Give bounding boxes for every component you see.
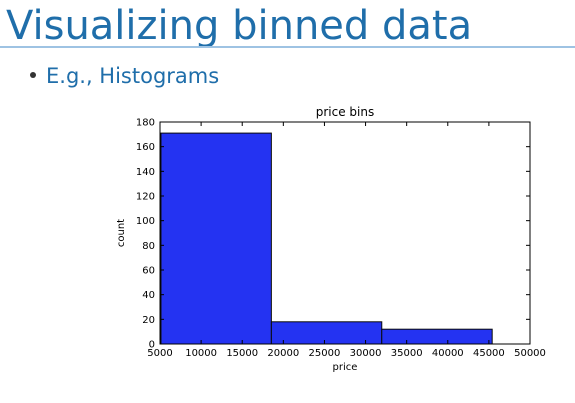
y-tick-label: 20 <box>142 315 155 326</box>
title-divider <box>0 46 575 48</box>
histogram-bar-3 <box>381 328 493 345</box>
histogram-svg: 5000 10000 15000 20000 25000 30000 35000 40000 4… <box>116 105 546 373</box>
y-axis-label: count <box>116 219 127 247</box>
histogram-chart: 5000 10000 15000 20000 25000 30000 35000 40000 4… <box>100 100 550 380</box>
y-tick-label: 60 <box>142 266 155 277</box>
x-tick-label: 40000 <box>432 348 464 359</box>
x-tick-label: 45000 <box>473 348 505 359</box>
y-tick-label: 0 <box>149 340 155 351</box>
y-tick-label: 140 <box>136 167 155 178</box>
x-tick-label: 35000 <box>391 348 423 359</box>
bars-layer <box>160 132 493 345</box>
x-tick-label: 20000 <box>267 348 299 359</box>
plot-frame <box>159 121 531 345</box>
y-tick-label: 160 <box>136 142 155 153</box>
x-tick-label: 5000 <box>147 348 172 359</box>
bullet-item: E.g., Histograms <box>30 62 219 90</box>
histogram-bar-1 <box>160 132 272 345</box>
ticks-layer: 5000 10000 15000 20000 25000 30000 35000 40000 4… <box>136 118 546 360</box>
chart-title: price bins <box>316 105 375 119</box>
x-tick-label: 10000 <box>185 348 217 359</box>
y-tick-label: 120 <box>136 192 155 203</box>
y-tick-label: 80 <box>142 241 155 252</box>
x-tick-label: 50000 <box>514 348 546 359</box>
x-tick-label: 25000 <box>309 348 341 359</box>
slide-title: Visualizing binned data <box>6 3 473 49</box>
x-tick-label: 30000 <box>350 348 382 359</box>
y-tick-label: 100 <box>136 216 155 227</box>
x-axis-label: price <box>333 362 358 373</box>
x-tick-label: 15000 <box>226 348 258 359</box>
bullet-text: E.g., Histograms <box>46 64 220 88</box>
y-tick-label: 180 <box>136 118 155 129</box>
y-tick-label: 40 <box>142 290 155 301</box>
bullet-dot-icon <box>30 72 36 78</box>
